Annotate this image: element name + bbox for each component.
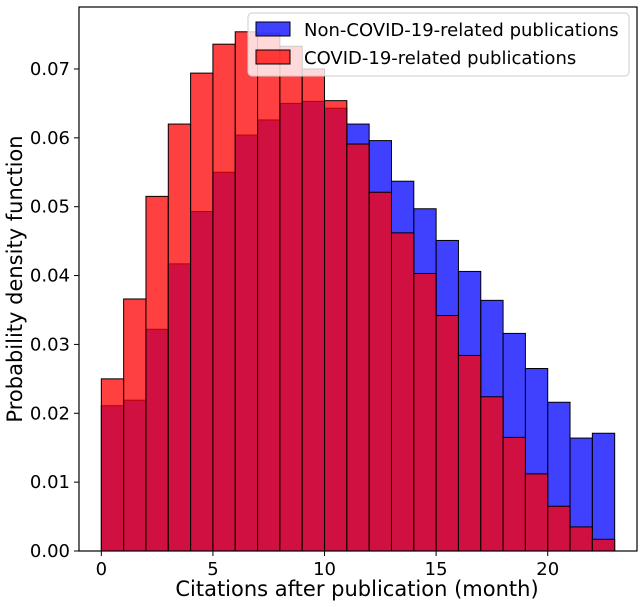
y-axis-label: Probability density function [3, 135, 27, 422]
y-tick-label: 0.01 [30, 472, 70, 493]
legend-label-non-covid: Non-COVID-19-related publications [304, 20, 619, 41]
bar-covid-bin-11 [346, 143, 370, 552]
y-tick-label: 0.05 [30, 197, 70, 218]
bar-covid-bin-13 [390, 232, 415, 552]
legend: Non-COVID-19-related publications COVID-… [247, 12, 630, 77]
bar-covid-bin-20 [547, 505, 571, 552]
bar-covid-bin-12 [368, 191, 392, 552]
y-tick-label: 0.06 [30, 128, 70, 149]
bar-covid-bin-4 [190, 72, 214, 552]
legend-swatch-covid [255, 49, 291, 65]
y-tick-label: 0.02 [30, 403, 70, 424]
bar-covid-bin-21 [569, 526, 593, 552]
x-tick-label: 5 [207, 559, 218, 580]
x-tick-label: 0 [96, 559, 107, 580]
bar-covid-bin-8 [279, 45, 303, 552]
bar-covid-bin-14 [413, 272, 437, 552]
bar-covid-bin-2 [145, 195, 169, 552]
bar-covid-bin-6 [234, 31, 259, 552]
y-tick-label: 0.07 [30, 59, 70, 80]
y-tick-label: 0.03 [30, 334, 70, 355]
bar-covid-bin-18 [502, 436, 526, 552]
bar-covid-bin-10 [324, 100, 348, 552]
legend-swatch-non-covid [255, 21, 291, 37]
bar-covid-bin-15 [435, 315, 459, 552]
bar-covid-bin-17 [480, 396, 504, 552]
bar-covid-bin-3 [167, 123, 192, 552]
bar-non-covid-bin-22 [591, 432, 616, 552]
bar-covid-bin-16 [457, 354, 482, 552]
bar-covid-bin-1 [123, 298, 147, 552]
bar-covid-bin-5 [212, 43, 236, 552]
bar-covid-bin-0 [100, 378, 125, 552]
y-tick-label: 0.00 [30, 541, 70, 562]
bar-covid-bin-9 [301, 68, 326, 552]
y-tick-label: 0.04 [30, 266, 70, 287]
bar-covid-bin-7 [257, 32, 281, 552]
bar-covid-bin-22 [591, 538, 616, 552]
x-axis-label: Citations after publication (month) [175, 577, 538, 601]
x-tick-label: 15 [425, 559, 448, 580]
legend-label-covid: COVID-19-related publications [304, 48, 576, 69]
x-tick-label: 10 [313, 559, 336, 580]
plot-frame [78, 6, 638, 552]
x-tick-label: 20 [536, 559, 559, 580]
bar-covid-bin-19 [524, 473, 549, 552]
